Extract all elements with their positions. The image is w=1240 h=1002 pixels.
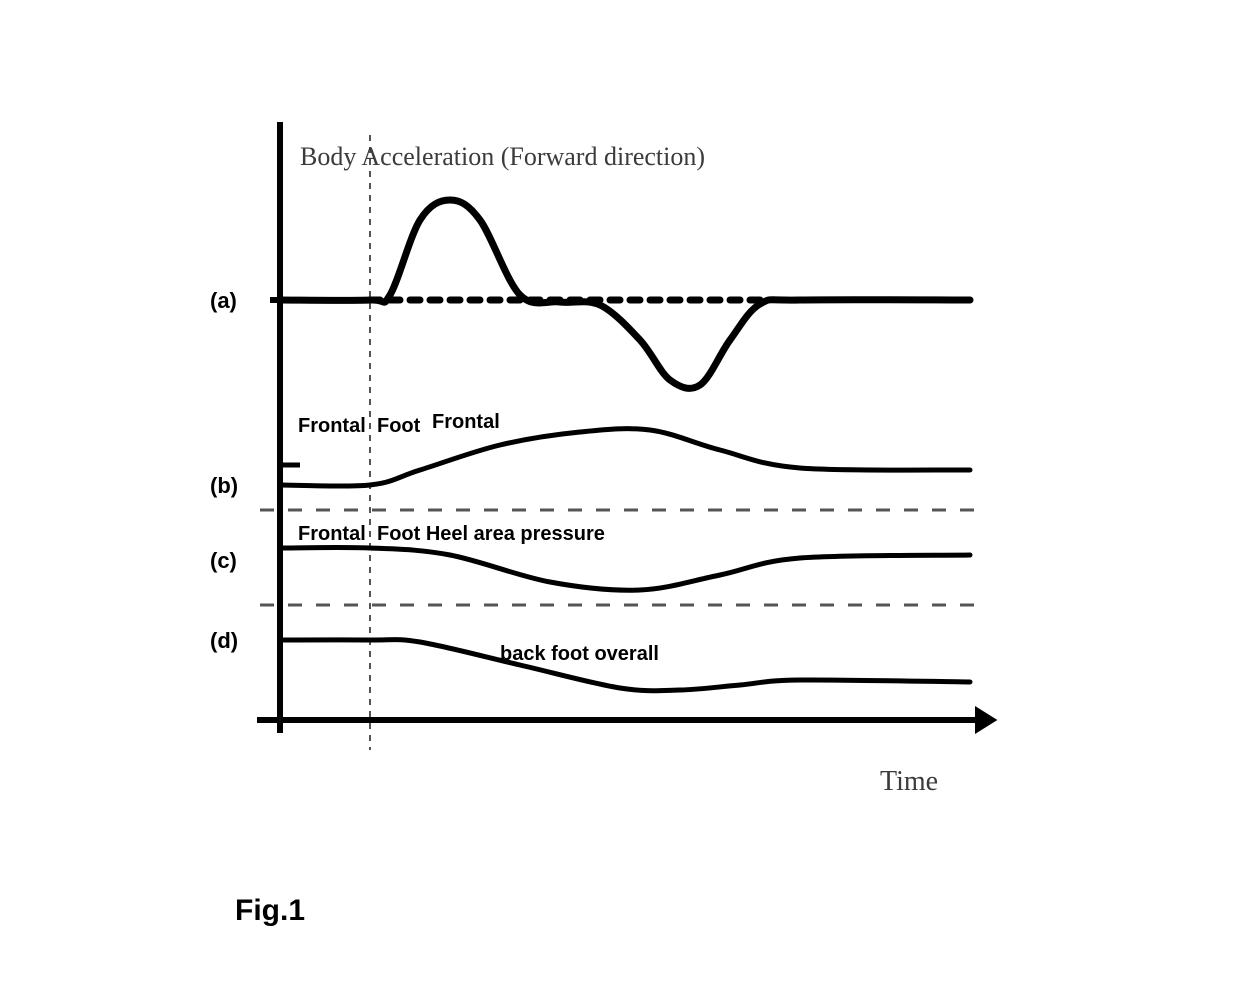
- panel-b-label-frontal-right: Frontal: [432, 411, 500, 433]
- figure-svg: Body Acceleration (Forward direction) (a…: [0, 0, 1240, 1002]
- panel-d-label-text: back foot overall: [500, 643, 659, 665]
- panel-c-label: (c): [210, 548, 237, 573]
- figure-container: { "figure": { "caption": "Fig.1", "capti…: [0, 0, 1240, 1002]
- panel-a-label: (a): [210, 288, 237, 313]
- panel-c-label-frontal: Frontal: [298, 523, 366, 545]
- panel-d-label: (d): [210, 628, 238, 653]
- panel-b-label-frontal-left: Frontal: [298, 415, 366, 437]
- panel-b-label: (b): [210, 473, 238, 498]
- figure-caption: Fig.1: [235, 894, 305, 927]
- panel-c-label-rest: Foot Heel area pressure: [377, 523, 605, 545]
- chart-title: Body Acceleration (Forward direction): [300, 142, 705, 171]
- x-axis-label: Time: [880, 766, 938, 797]
- panel-b-label-foot: Foot: [377, 415, 421, 437]
